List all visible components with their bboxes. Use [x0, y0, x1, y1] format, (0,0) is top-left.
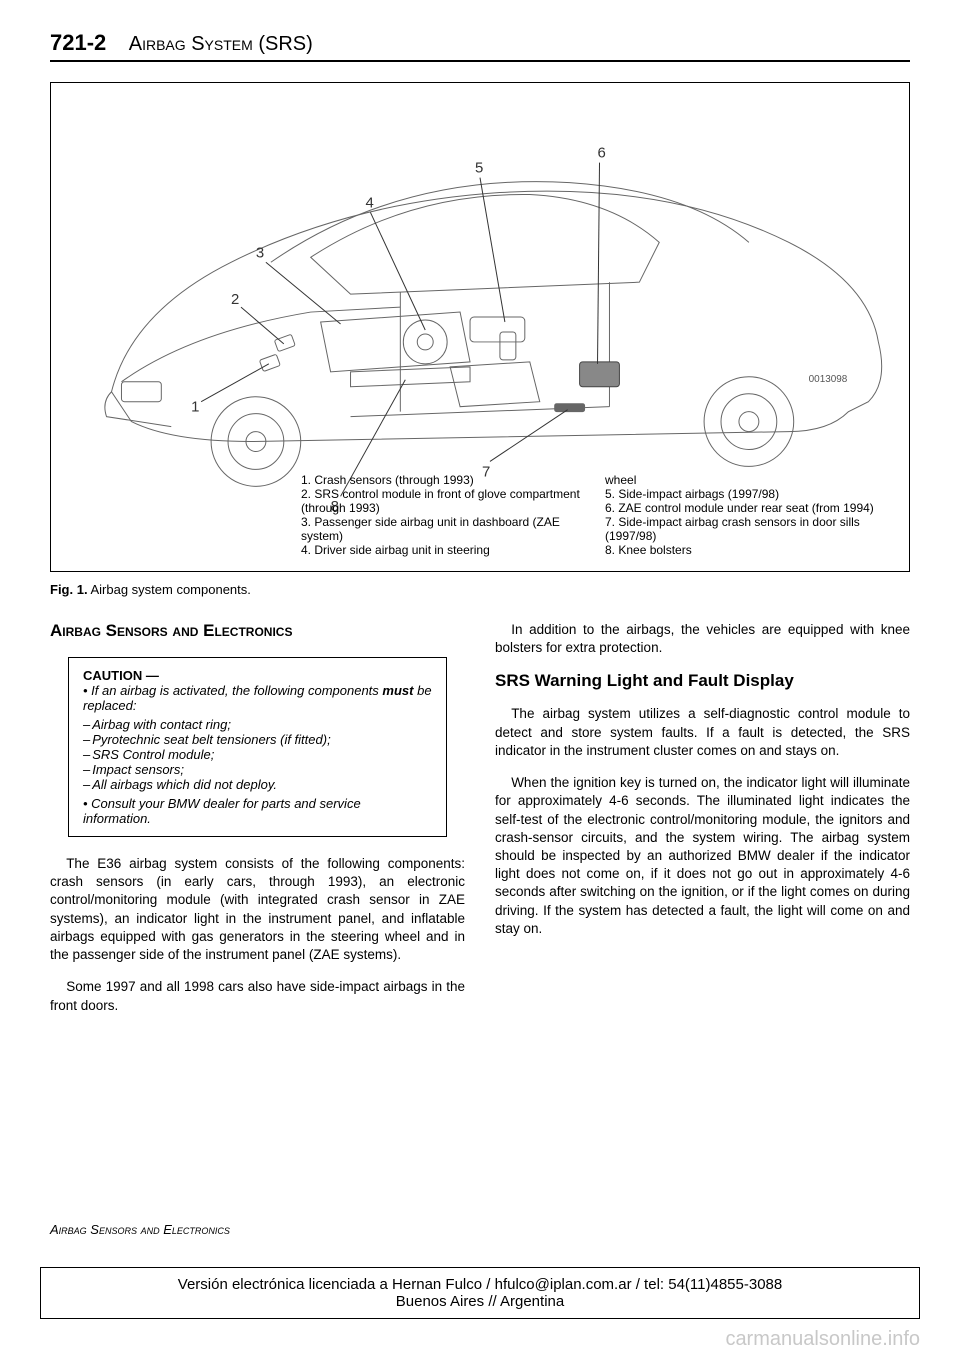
body-para: When the ignition key is turned on, the … [495, 774, 910, 938]
left-column: Airbag Sensors and Electronics CAUTION —… [50, 621, 465, 1029]
caution-item: Pyrotechnic seat belt tensioners (if fit… [83, 732, 432, 747]
body-para: The E36 airbag system consists of the fo… [50, 855, 465, 964]
legend-item: 8. Knee bolsters [605, 543, 889, 557]
caution-item: Impact sensors; [83, 762, 432, 777]
footer-section-label: Airbag Sensors and Electronics [50, 1222, 230, 1237]
legend-item: 6. ZAE control module under rear seat (f… [605, 501, 889, 515]
caution-box: CAUTION — If an airbag is activated, the… [68, 657, 447, 837]
page-header: 721-2 Airbag System (SRS) [50, 30, 910, 62]
legend-item: wheel [605, 473, 889, 487]
figure-part-number: 0013098 [809, 374, 848, 385]
legend-col-right: wheel 5. Side-impact airbags (1997/98) 6… [605, 473, 889, 557]
caution-bullet-1a: If an airbag is activated, the following… [91, 683, 379, 698]
manual-page: 721-2 Airbag System (SRS) [0, 0, 960, 1357]
license-line-2: Buenos Aires // Argentina [53, 1293, 907, 1310]
callout-4: 4 [365, 194, 373, 211]
body-columns: Airbag Sensors and Electronics CAUTION —… [50, 621, 910, 1029]
figure-caption-text: Airbag system components. [90, 582, 250, 597]
caution-bullet-1: If an airbag is activated, the following… [83, 683, 432, 713]
caution-item: Airbag with contact ring; [83, 717, 432, 732]
body-para: The airbag system utilizes a self-diagno… [495, 705, 910, 760]
callout-6: 6 [598, 145, 606, 162]
chapter-title: Airbag System (SRS) [129, 33, 313, 55]
callout-5: 5 [475, 160, 483, 177]
subsection-title: SRS Warning Light and Fault Display [495, 671, 910, 691]
callout-2: 2 [231, 291, 239, 308]
legend-item: 5. Side-impact airbags (1997/98) [605, 487, 889, 501]
legend-item: 4. Driver side airbag unit in steering [301, 543, 585, 557]
figure-legend: 1. Crash sensors (through 1993) 2. SRS c… [301, 473, 889, 557]
caution-list: Airbag with contact ring; Pyrotechnic se… [83, 717, 432, 792]
figure-caption: Fig. 1. Airbag system components. [50, 582, 910, 597]
section-title: Airbag Sensors and Electronics [50, 621, 465, 641]
legend-item: 3. Passenger side airbag unit in dashboa… [301, 515, 585, 543]
legend-item: 2. SRS control module in front of glove … [301, 487, 585, 515]
caution-item: SRS Control module; [83, 747, 432, 762]
right-column: In addition to the airbags, the vehicles… [495, 621, 910, 1029]
watermark: carmanualsonline.info [725, 1328, 920, 1351]
page-number: 721-2 [50, 30, 106, 55]
license-bar: Versión electrónica licenciada a Hernan … [40, 1267, 920, 1319]
callout-1: 1 [191, 399, 199, 416]
caution-item: All airbags which did not deploy. [83, 777, 432, 792]
caution-bullet-2: Consult your BMW dealer for parts and se… [83, 796, 432, 826]
legend-item: 7. Side-impact airbag crash sensors in d… [605, 515, 889, 543]
body-para: Some 1997 and all 1998 cars also have si… [50, 978, 465, 1014]
caution-must: must [382, 683, 413, 698]
license-line-1: Versión electrónica licenciada a Hernan … [53, 1276, 907, 1293]
legend-item: 1. Crash sensors (through 1993) [301, 473, 585, 487]
callout-3: 3 [256, 244, 264, 261]
body-para: In addition to the airbags, the vehicles… [495, 621, 910, 657]
caution-label: CAUTION — [83, 668, 432, 683]
figure-1-box: 1 2 3 4 5 6 7 8 0013098 1. Crash sensors… [50, 82, 910, 572]
figure-caption-label: Fig. 1. [50, 582, 88, 597]
legend-col-left: 1. Crash sensors (through 1993) 2. SRS c… [301, 473, 585, 557]
